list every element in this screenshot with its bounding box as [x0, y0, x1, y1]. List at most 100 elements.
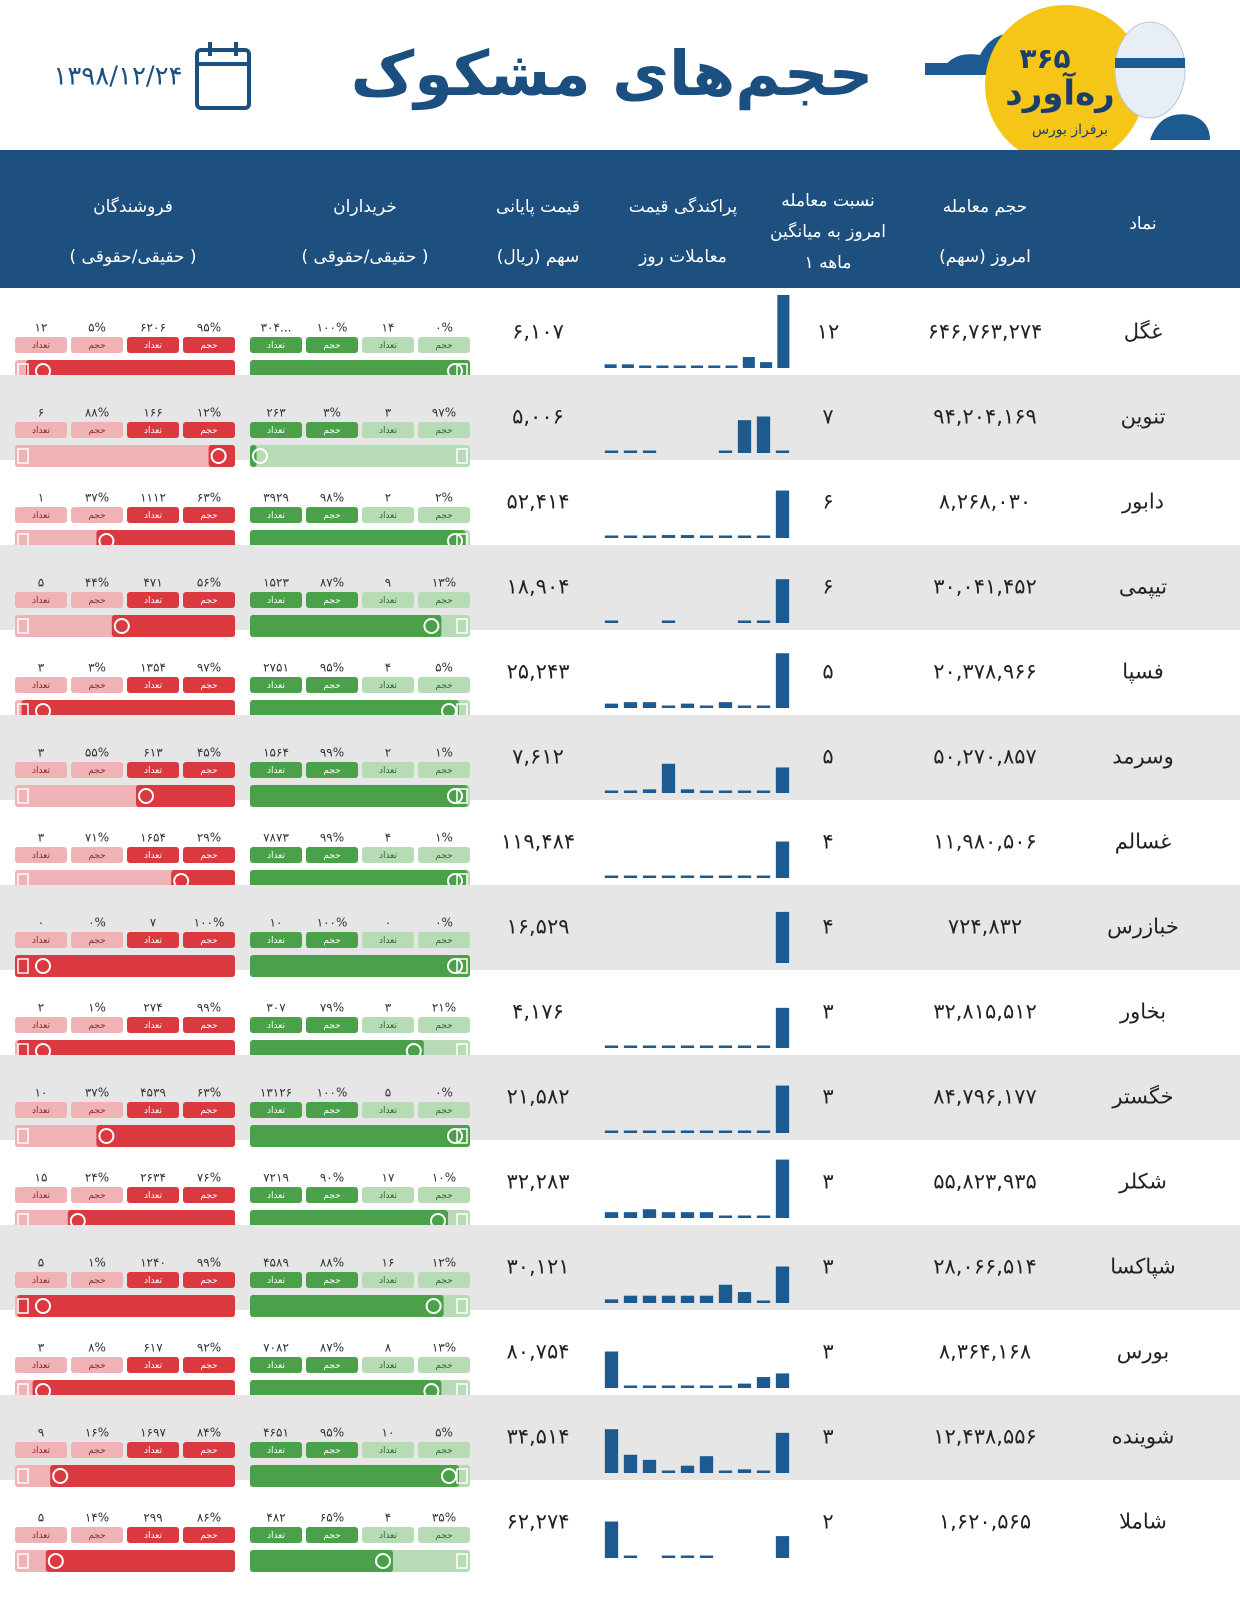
buyers-real-volume: ۸۷%: [320, 576, 344, 590]
sellers-real-volume: ۶۳%: [197, 491, 221, 505]
label-box-text: حجم: [200, 766, 217, 776]
logo-name: ره‌آورد: [1005, 72, 1114, 114]
label-box-text: حجم: [88, 1106, 105, 1116]
dispersion-bar: [742, 357, 755, 368]
trade-volume: ۶۴۶,۷۶۳,۲۷۴: [928, 320, 1043, 344]
label-box: [127, 932, 179, 948]
label-box-text: حجم: [323, 1361, 340, 1371]
label-box-text: حجم: [88, 341, 105, 351]
dispersion-bar: [639, 365, 652, 368]
label-box: [362, 847, 414, 863]
label-box: [418, 1017, 470, 1033]
sellers-real-volume: ۹۹%: [197, 1256, 221, 1270]
closing-price: ۵۲,۴۱۴: [506, 490, 569, 514]
label-box-text: تعداد: [379, 1361, 398, 1371]
closing-price: ۲۱,۵۸۲: [506, 1085, 569, 1109]
label-box: [15, 1357, 67, 1373]
buyers-legal-count: ۳: [385, 406, 392, 420]
label-box: [306, 1102, 358, 1118]
label-box-text: حجم: [435, 1021, 452, 1031]
label-box: [362, 337, 414, 353]
volume-ratio: ۳: [822, 1170, 833, 1194]
buyers-real-share: [250, 1550, 393, 1572]
dispersion-bar: [737, 1130, 752, 1133]
buyers-legal-count: ۴: [385, 1511, 391, 1525]
column-header: معاملات روز: [638, 247, 727, 267]
label-box-text: تعداد: [144, 1446, 163, 1456]
dispersion-bar: [699, 1045, 714, 1048]
label-box-text: تعداد: [32, 426, 51, 436]
label-box: [250, 762, 302, 778]
label-box-text: حجم: [323, 1276, 340, 1286]
label-box-text: تعداد: [32, 341, 51, 351]
label-box: [15, 1442, 67, 1458]
buyers-real-volume: ۹۹%: [320, 831, 344, 845]
trade-volume: ۸,۳۶۴,۱۶۸: [939, 1340, 1031, 1364]
label-box-text: تعداد: [32, 1106, 51, 1116]
label-box-text: تعداد: [267, 681, 286, 691]
label-box: [362, 422, 414, 438]
label-box-text: حجم: [435, 1446, 452, 1456]
building-icon: [17, 618, 29, 634]
label-box-text: حجم: [435, 511, 452, 521]
buyers-real-volume: ۱۰۰%: [317, 916, 348, 930]
label-box-text: تعداد: [267, 851, 286, 861]
buyers-real-volume: ۱۰۰%: [317, 321, 348, 335]
label-box: [127, 847, 179, 863]
dispersion-bar: [604, 875, 619, 878]
buyers-real-volume: ۸۸%: [320, 1256, 344, 1270]
dispersion-bar: [699, 1555, 714, 1558]
buyers-real-volume: ۹۵%: [320, 661, 344, 675]
sellers-legal-count: ۳: [38, 831, 45, 845]
sellers-legal-count: ۹: [38, 1426, 44, 1440]
symbol: شکلر: [1118, 1170, 1167, 1194]
label-box: [15, 1272, 67, 1288]
date: ۱۳۹۸/۱۲/۲۴: [53, 62, 182, 92]
dispersion-bar: [621, 364, 634, 368]
dispersion-bar: [737, 790, 752, 793]
buyers-real-share: [250, 1465, 459, 1487]
label-box: [362, 592, 414, 608]
buyers-real-volume: ۱۰۰%: [317, 1086, 348, 1100]
dispersion-bar: [737, 1215, 752, 1218]
label-box: [15, 1102, 67, 1118]
label-box: [15, 507, 67, 523]
label-box: [71, 762, 123, 778]
dispersion-bar: [623, 1130, 638, 1133]
buyers-real-count: ۷۰۸۲: [263, 1341, 289, 1355]
dispersion-bar: [718, 702, 733, 708]
label-box-text: تعداد: [379, 851, 398, 861]
symbol: غسالم: [1115, 830, 1172, 855]
dispersion-bar: [756, 790, 771, 793]
buyers-legal-count: ۸: [385, 1341, 392, 1355]
trade-volume: ۹۴,۲۰۴,۱۶۹: [933, 405, 1037, 429]
sellers-real-volume: ۱۲%: [197, 406, 221, 420]
dispersion-bar: [623, 450, 638, 453]
label-box: [71, 507, 123, 523]
person-icon: [447, 788, 463, 804]
building-icon: [17, 448, 29, 464]
buyers-legal-volume: ۳۵%: [432, 1511, 456, 1525]
label-box-text: حجم: [200, 1276, 217, 1286]
label-box-text: تعداد: [379, 426, 398, 436]
dispersion-bar: [690, 365, 704, 368]
label-box-text: حجم: [435, 851, 452, 861]
label-box: [183, 932, 235, 948]
sellers-legal-volume: ۰%: [88, 916, 106, 930]
dispersion-bar: [737, 1045, 752, 1048]
sellers-real-count: ۷: [150, 916, 157, 930]
page-title: حجم‌های مشکوک: [351, 37, 874, 110]
label-box: [15, 337, 67, 353]
buyers-real-volume: ۹۰%: [320, 1171, 344, 1185]
sellers-legal-volume: ۳۷%: [85, 491, 109, 505]
buyers-real-volume: ۸۷%: [320, 1341, 344, 1355]
label-box: [71, 1442, 123, 1458]
logo-number: ۳۶۵: [1019, 42, 1070, 75]
building-icon: [456, 448, 468, 464]
buyers-real-count: ۷۲۱۹: [263, 1171, 289, 1185]
label-box-text: حجم: [88, 1191, 105, 1201]
sellers-legal-volume: ۳%: [88, 661, 106, 675]
building-icon: [456, 618, 468, 634]
label-box: [15, 932, 67, 948]
label-box-text: تعداد: [32, 1276, 51, 1286]
